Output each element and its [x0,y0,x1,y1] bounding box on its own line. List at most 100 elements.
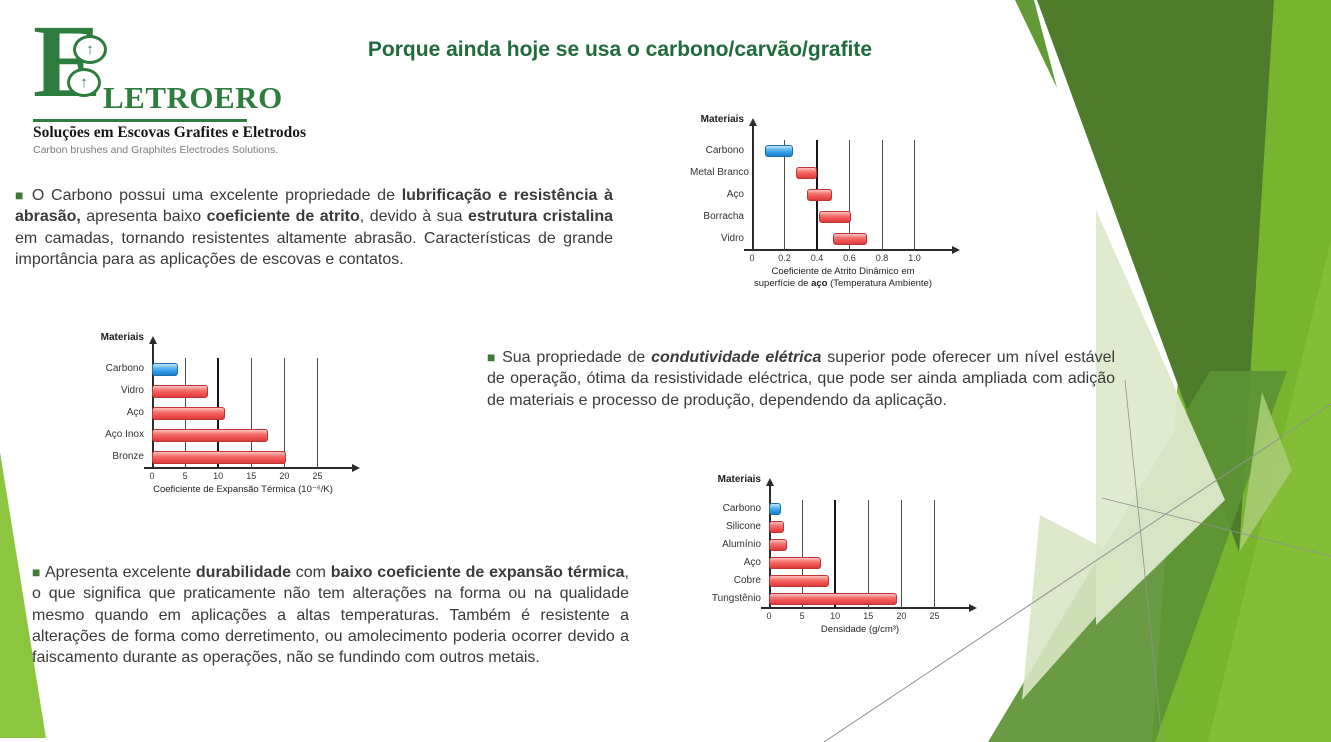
x-axis-label-line: superfície de aço (Temperatura Ambiente) [704,278,982,290]
text-run: , o que significa que praticamente não t… [32,564,629,667]
decor-medium-quad [988,371,1287,742]
x-axis-arrow-icon [352,463,360,472]
up-arrow-icon: ↑ [86,41,94,58]
decor-light-overlay [1208,240,1331,742]
decor-top-sliver [1015,0,1057,88]
gridline [316,358,318,468]
gridline [900,500,902,608]
category-label: Carbono [105,363,144,374]
text-run: baixo coeficiente de expansão térmica [330,564,625,581]
logo-wordmark: LETROERO [103,80,283,115]
paragraph-conductivity: ■ Sua propriedade de condutividade elétr… [487,347,1115,411]
category-label: Borracha [703,211,744,222]
chart-bar [152,450,287,464]
category-label: Aço [126,407,144,418]
gridline [867,500,869,608]
text-run: apresenta baixo [80,208,207,226]
category-label: Carbono [722,503,761,514]
chart-bar [152,384,209,398]
text-run: estrutura cristalina [467,208,614,226]
text-run: coeficiente de atrito [206,208,360,226]
text-run: Coeficiente de Atrito Dinâmico em [771,266,915,277]
category-label: Aço Inox [105,429,144,440]
chart-bar [769,557,822,569]
text-run: Sua propriedade de [502,349,652,366]
text-run: lubrificação e resistência à abrasão, [15,187,614,226]
text-run: aço [811,278,828,290]
logo-tagline-en: Carbon brushes and Graphites Electrodes … [33,144,279,156]
category-label: Silicone [725,521,761,532]
category-label: Aço [743,557,761,568]
tick-label: 15 [246,471,257,481]
x-axis-line [744,249,952,251]
bullet-square-icon: ■ [487,349,503,365]
chart-bar [152,406,225,420]
gridline [283,358,285,468]
x-axis-label-line: Coeficiente de Atrito Dinâmico em [704,266,982,278]
category-label: Aço [726,189,744,200]
tick-label: 1.0 [908,253,921,263]
x-axis-label-line: Densidade (g/cm³) [721,624,999,636]
category-label: Vidro [720,233,744,244]
gridline [933,500,935,608]
chart-bar [765,145,793,157]
tick-label: 20 [279,471,290,481]
up-arrow-icon: ↑ [80,74,88,91]
text-run: , devido à sua [359,208,468,226]
gridline [250,358,252,468]
decor-pale-lower-triangle [1022,515,1140,700]
text-run: (Temperatura Ambiente) [827,278,932,290]
x-axis-arrow-icon [969,603,977,612]
chart-bar [152,428,268,442]
x-axis-line [144,467,352,469]
y-axis-title: Materiais [100,332,144,343]
text-run: Densidade (g/cm³) [820,624,900,635]
tick-label: 15 [863,611,874,621]
decor-pale-triangle [1096,210,1225,625]
tick-label: 10 [213,471,224,481]
tick-label: 5 [799,611,805,621]
chart-friction: Materiais 0 0.2 0.4 0.6 0.8 1.0 Carbono Metal Br… [690,114,960,289]
paragraph-lubrication: ■ O Carbono possui uma excelente proprie… [15,185,613,270]
chart-bar [769,539,787,551]
tick-label: 0.6 [843,253,856,263]
category-label: Bronze [112,451,144,462]
logo-mark: E ↑ ↑ LETROERO [33,10,282,116]
chart-density: Materiais 0 5 10 15 20 25 Carbono Silicone Alumín… [707,474,977,635]
y-axis-line [152,344,154,468]
x-axis-label: Coeficiente de Atrito Dinâmico em superfí… [704,266,982,291]
tick-label: 0.2 [778,253,791,263]
x-axis-arrow-icon [952,245,960,254]
text-run: O Carbono possui uma excelente proprieda… [31,187,402,204]
chart-bar [769,503,781,515]
chart-bar [769,575,829,587]
tick-label: 25 [312,471,323,481]
logo-arrow-oval-bottom: ↑ [67,68,101,97]
paragraph-durability: ■ Apresenta excelente durabilidade com b… [32,562,629,668]
company-logo: E ↑ ↑ LETROERO Soluções em Escovas Grafi… [33,10,307,156]
text-run: em camadas, tornando resistentes altamen… [15,229,613,268]
decor-bright-wedge [1152,0,1331,742]
category-label: Tungstênio [711,593,761,604]
chart-plot-area: Materiais 0 5 10 15 20 25 Carbono Vidro Aço Aço In… [101,332,360,495]
gridline [881,140,883,250]
chart-bar [769,593,897,605]
x-axis-line [761,607,969,609]
y-axis-arrow-icon [749,118,757,126]
tick-label: 0 [766,611,772,621]
gridline [801,500,803,608]
logo-tagline-pt: Soluções em Escovas Grafites e Eletrodos [33,124,307,141]
category-label: Vidro [120,385,144,396]
decor-thin-line-3 [1124,379,1163,742]
text-run: com [291,564,331,581]
x-axis-label: Coeficiente de Expansão Térmica (10⁻⁶/K) [104,484,382,496]
text-run: durabilidade [195,564,292,581]
y-axis-title: Materiais [700,114,744,125]
y-axis-arrow-icon [149,336,157,344]
logo-arrow-oval-top: ↑ [73,35,107,64]
text-run: superfície de [754,278,812,290]
text-run: Apresenta excelente [44,564,196,581]
chart-bar [833,233,868,245]
tick-label: 5 [182,471,188,481]
